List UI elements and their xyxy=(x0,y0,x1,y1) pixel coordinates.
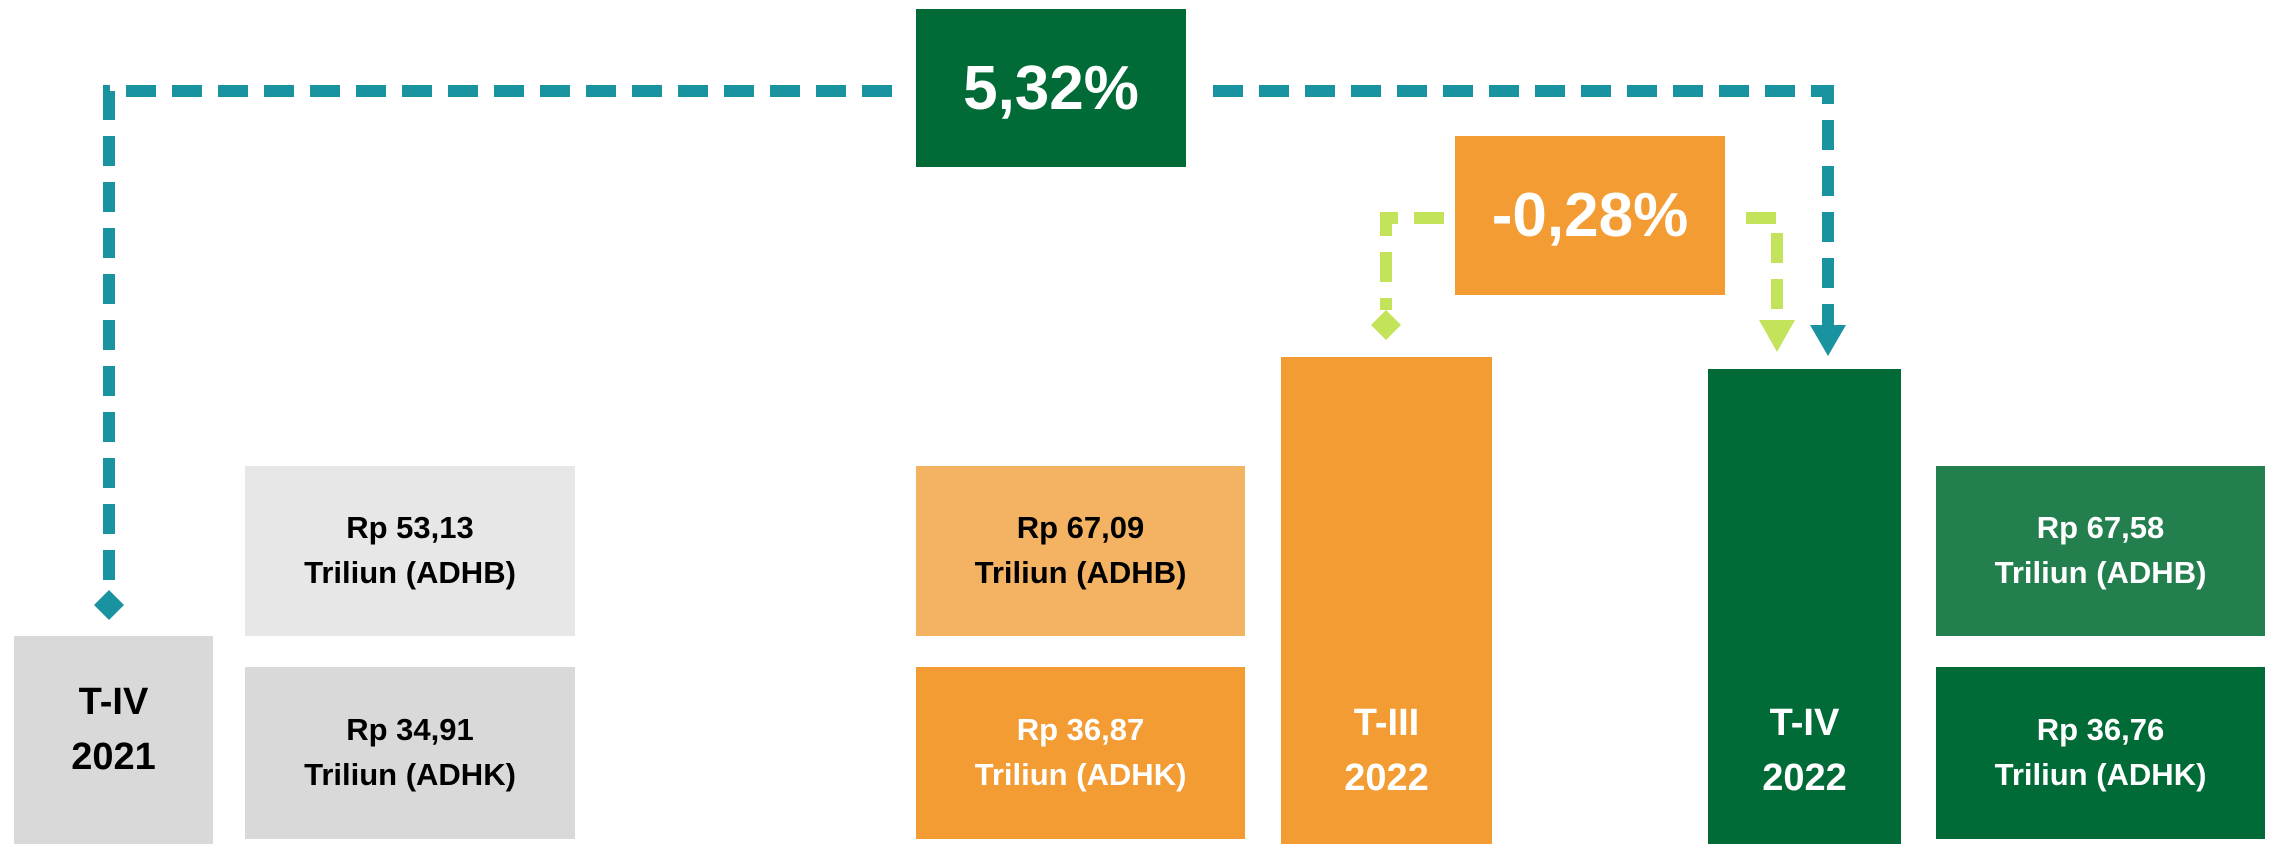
period-bar: T-IV 2021 xyxy=(14,636,213,844)
qoq-badge: -0,28% xyxy=(1455,136,1725,295)
qoq-diamond xyxy=(1371,310,1401,340)
adhb-box: Rp 67,09 Triliun (ADHB) xyxy=(916,466,1245,636)
adhb-box: Rp 67,58 Triliun (ADHB) xyxy=(1936,466,2265,636)
period-year: 2022 xyxy=(1344,756,1429,799)
yoy-line-left xyxy=(103,85,892,592)
adhk-box: Rp 36,76 Triliun (ADHK) xyxy=(1936,667,2265,839)
amount: Rp 67,58 xyxy=(2036,510,2165,546)
unit: Triliun (ADHB) xyxy=(974,555,1187,590)
adhk-box: Rp 36,87 Triliun (ADHK) xyxy=(916,667,1245,839)
amount: Rp 67,09 xyxy=(1016,510,1145,546)
yoy-arrow xyxy=(1810,325,1846,356)
adhk-box: Rp 34,91 Triliun (ADHK) xyxy=(245,667,575,839)
yoy-badge: 5,32% xyxy=(916,9,1186,167)
unit: Triliun (ADHK) xyxy=(1994,757,2207,792)
qoq-connector xyxy=(1380,212,1783,325)
qoq-arrow xyxy=(1759,320,1795,352)
amount: Rp 34,91 xyxy=(346,712,474,748)
unit: Triliun (ADHK) xyxy=(304,757,516,792)
yoy-line-right xyxy=(1213,85,1834,330)
unit: Triliun (ADHB) xyxy=(304,555,516,590)
period-bar: T-IV 2022 xyxy=(1708,369,1901,844)
period-name: T-IV xyxy=(1769,701,1840,744)
period-bar: T-III 2022 xyxy=(1281,357,1492,844)
qoq-line-left xyxy=(1380,212,1444,310)
yoy-diamond xyxy=(94,590,124,620)
unit: Triliun (ADHB) xyxy=(1994,555,2207,590)
period-name: T-III xyxy=(1353,701,1420,744)
yoy-connector xyxy=(103,85,1834,592)
amount: Rp 36,76 xyxy=(2036,712,2165,748)
amount: Rp 53,13 xyxy=(346,510,474,546)
amount: Rp 36,87 xyxy=(1016,712,1145,748)
period-year: 2022 xyxy=(1762,756,1847,799)
period-year: 2021 xyxy=(71,736,156,778)
qoq-line-right xyxy=(1746,212,1783,325)
period-name: T-IV xyxy=(78,680,149,723)
adhb-box: Rp 53,13 Triliun (ADHB) xyxy=(245,466,575,636)
unit: Triliun (ADHK) xyxy=(974,757,1187,792)
